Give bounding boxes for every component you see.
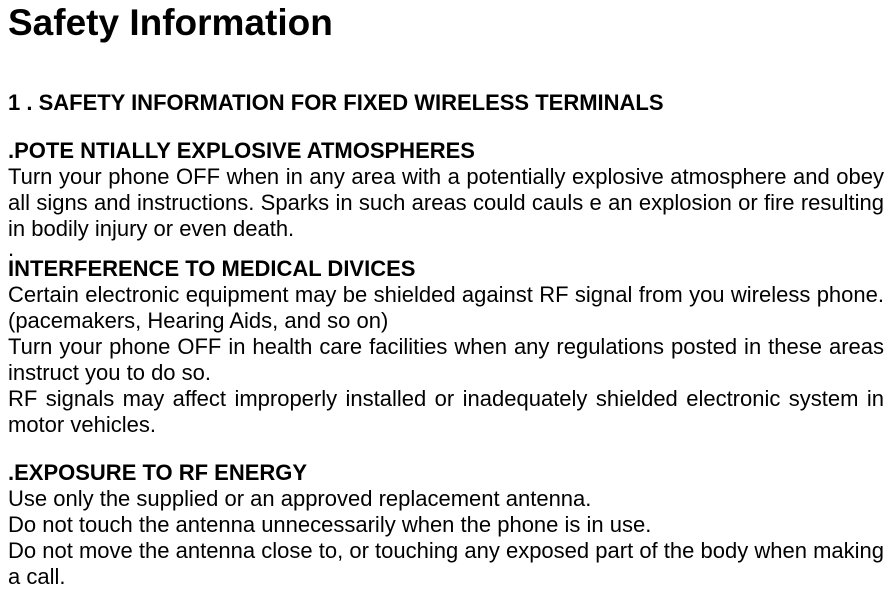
section-heading-1: 1 . SAFETY INFORMATION FOR FIXED WIRELES… — [8, 44, 884, 116]
document-page: Safety Information 1 . SAFETY INFORMATIO… — [0, 0, 892, 590]
body-medical-2: Turn your phone OFF in health care facil… — [8, 334, 884, 386]
body-medical-3: RF signals may affect improperly install… — [8, 386, 884, 438]
page-title: Safety Information — [8, 0, 884, 44]
stray-dot: . — [8, 242, 884, 256]
body-rf-3: Do not move the antenna close to, or tou… — [8, 538, 884, 590]
body-explosive: Turn your phone OFF when in any area wit… — [8, 164, 884, 242]
body-rf-1: Use only the supplied or an approved rep… — [8, 486, 884, 512]
subheading-medical: INTERFERENCE TO MEDICAL DIVICES — [8, 256, 884, 282]
subheading-rf: .EXPOSURE TO RF ENERGY — [8, 460, 884, 486]
spacer — [8, 116, 884, 138]
spacer — [8, 438, 884, 460]
body-medical-1: Certain electronic equipment may be shie… — [8, 282, 884, 334]
body-rf-2: Do not touch the antenna unnecessarily w… — [8, 512, 884, 538]
subheading-explosive: .POTE NTIALLY EXPLOSIVE ATMOSPHERES — [8, 138, 884, 164]
